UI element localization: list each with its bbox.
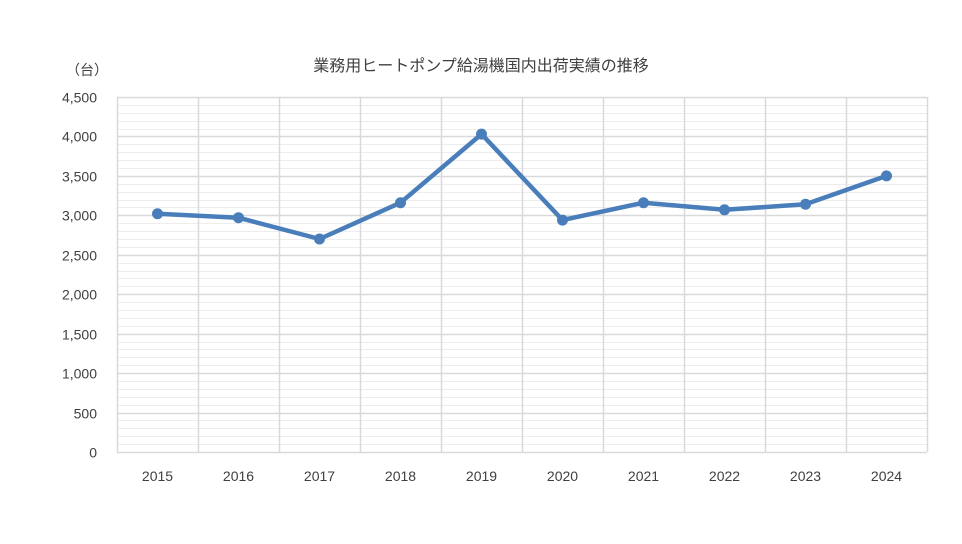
data-point	[476, 128, 487, 140]
x-tick-label: 2022	[709, 468, 740, 484]
chart-title: 業務用ヒートポンプ給湯機国内出荷実績の推移	[313, 56, 649, 75]
series-layer	[152, 128, 892, 245]
y-tick-label: 3,000	[62, 208, 97, 224]
data-point	[314, 233, 325, 245]
data-point	[800, 198, 811, 210]
y-unit-label: （台）	[66, 63, 108, 79]
y-tick-label: 1,500	[62, 327, 97, 343]
y-tick-label: 4,500	[62, 90, 97, 106]
axis-layer: 0 500 1,000 1,500 2,000 2,500 3,000 3,500 4,000 4…	[62, 90, 902, 485]
data-point	[881, 170, 892, 182]
y-tick-label: 0	[89, 445, 97, 461]
x-tick-label: 2020	[547, 468, 578, 484]
x-tick-label: 2017	[304, 468, 335, 484]
x-tick-label: 2018	[385, 468, 416, 484]
x-tick-label: 2016	[223, 468, 254, 484]
data-point	[395, 197, 406, 209]
y-tick-label: 4,000	[62, 129, 97, 145]
x-tick-label: 2023	[790, 468, 821, 484]
data-point	[152, 208, 163, 220]
grid-layer	[116, 96, 929, 454]
x-tick-label: 2019	[466, 468, 497, 484]
y-tick-label: 3,500	[62, 169, 97, 185]
x-tick-label: 2024	[871, 468, 902, 484]
series-line	[155, 131, 889, 242]
x-tick-label: 2015	[142, 468, 173, 484]
data-point	[638, 197, 649, 209]
y-tick-label: 2,000	[62, 287, 97, 303]
y-tick-label: 2,500	[62, 248, 97, 264]
data-point	[719, 204, 730, 216]
data-point	[557, 214, 568, 226]
x-tick-label: 2021	[628, 468, 659, 484]
y-tick-label: 1,000	[62, 366, 97, 382]
data-point	[233, 212, 244, 224]
y-tick-label: 500	[74, 406, 98, 422]
